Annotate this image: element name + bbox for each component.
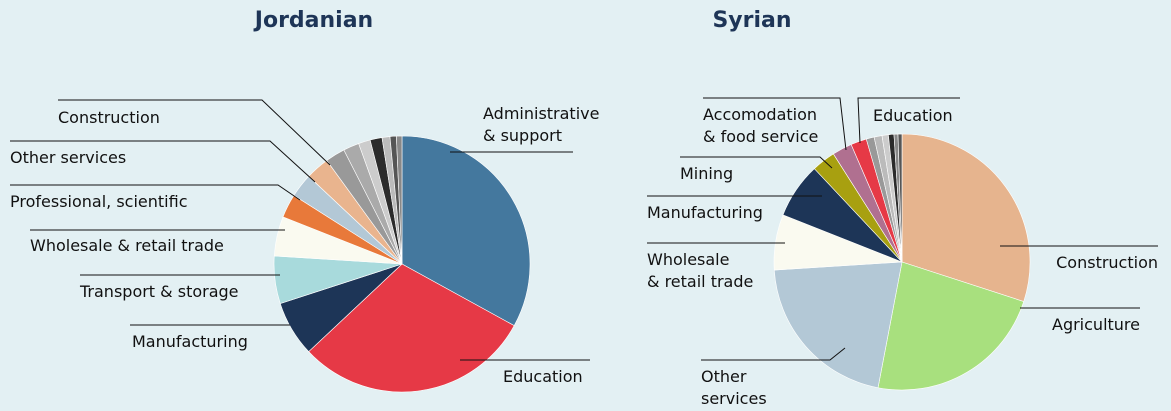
pie-slice bbox=[897, 133, 903, 263]
chart-title: Syrian bbox=[712, 8, 792, 33]
pie-slice bbox=[396, 135, 403, 265]
slice-label: Education bbox=[503, 367, 583, 386]
leader-line bbox=[58, 99, 331, 166]
slice-label: Construction bbox=[1056, 253, 1158, 272]
pie-slice bbox=[773, 261, 903, 389]
slice-label: Manufacturing bbox=[132, 332, 248, 351]
slice-label: Wholesale & retail trade bbox=[30, 236, 224, 255]
slice-label: Manufacturing bbox=[647, 203, 763, 222]
pie-slice bbox=[877, 261, 1025, 391]
slice-label: Professional, scientific bbox=[10, 192, 188, 211]
slice-label: Mining bbox=[680, 164, 734, 183]
chart-title: Jordanian bbox=[254, 8, 374, 33]
leader-line bbox=[10, 184, 301, 201]
slice-label: Other services bbox=[701, 367, 767, 408]
slice-label: Other services bbox=[10, 148, 127, 167]
slice-label: Accomodation & food service bbox=[703, 105, 819, 146]
leader-line bbox=[10, 140, 316, 183]
leader-line bbox=[680, 156, 833, 169]
slice-label: Transport & storage bbox=[80, 282, 239, 301]
pie-slice bbox=[901, 133, 1031, 302]
leader-line bbox=[701, 347, 846, 361]
pie-slice bbox=[401, 135, 531, 327]
slice-label: Wholesale & retail trade bbox=[647, 250, 754, 291]
slice-label: Construction bbox=[58, 108, 160, 127]
slice-label: Administrative & support bbox=[483, 104, 600, 145]
slice-label: Education bbox=[873, 106, 953, 125]
slice-label: Agriculture bbox=[1052, 315, 1140, 334]
leader-line bbox=[703, 97, 847, 151]
leader-line bbox=[857, 97, 960, 144]
